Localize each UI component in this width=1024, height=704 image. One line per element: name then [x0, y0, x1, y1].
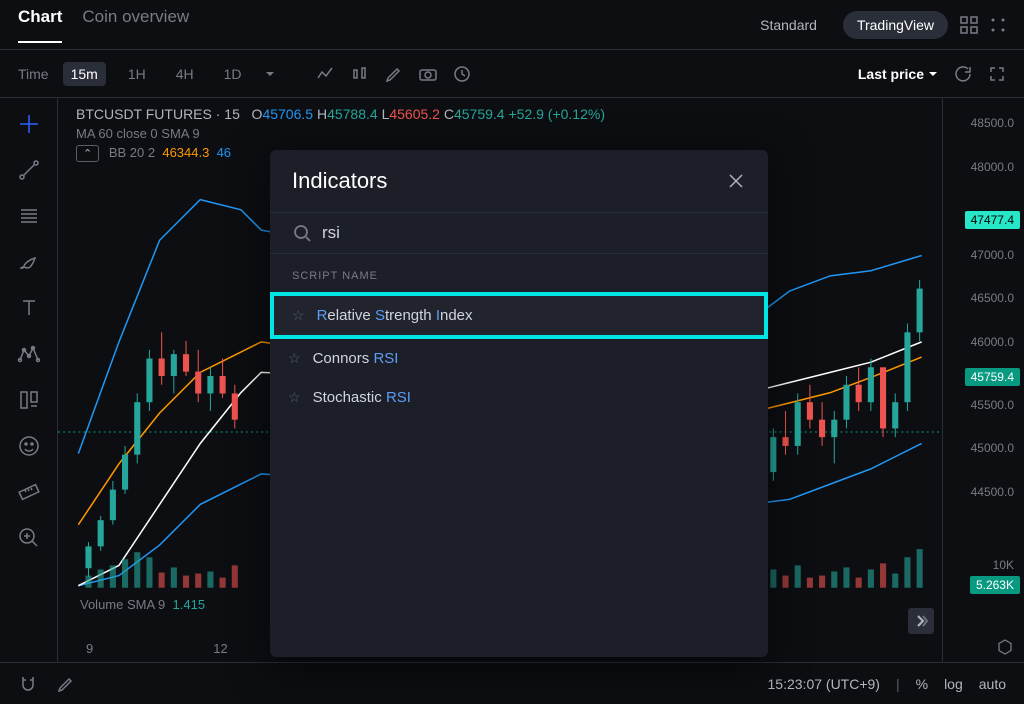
- price-tick: 45500.0: [971, 398, 1014, 412]
- indicator-item-label: Stochastic RSI: [313, 389, 411, 406]
- edit-footer-icon[interactable]: [56, 674, 76, 694]
- close-icon[interactable]: [726, 171, 746, 191]
- volume-label: Volume SMA 9: [80, 597, 165, 612]
- section-label: SCRIPT NAME: [270, 254, 768, 292]
- search-input[interactable]: [322, 223, 746, 243]
- ohlc-high: 45788.4: [327, 106, 378, 122]
- indicator-ma-label: MA 60 close 0 SMA 9: [76, 126, 605, 141]
- ohlc-low: 45605.2: [389, 106, 440, 122]
- indicator-item-label: Relative Strength Index: [317, 307, 473, 324]
- more-dots-icon[interactable]: [990, 17, 1006, 33]
- indicators-modal: Indicators SCRIPT NAME ☆ Relative Strengt…: [270, 150, 768, 657]
- price-tick: 47000.0: [971, 248, 1014, 262]
- indicator-item-label: Connors RSI: [313, 350, 399, 367]
- price-tick: 45000.0: [971, 441, 1014, 455]
- chart-toolbar: Time 15m 1H 4H 1D Last price: [0, 50, 1024, 98]
- scale-log[interactable]: log: [944, 676, 963, 692]
- text-icon[interactable]: [15, 294, 43, 322]
- ruler-icon[interactable]: [15, 478, 43, 506]
- candle-settings-icon[interactable]: [350, 64, 370, 84]
- price-badge: 5.263K: [970, 576, 1020, 594]
- zoom-icon[interactable]: [15, 524, 43, 552]
- bb-value-2: 46: [217, 145, 231, 160]
- price-tick: 46000.0: [971, 335, 1014, 349]
- star-icon[interactable]: ☆: [288, 350, 301, 367]
- camera-icon[interactable]: [418, 64, 438, 84]
- magnet-icon[interactable]: [18, 674, 38, 694]
- star-icon[interactable]: ☆: [292, 307, 305, 324]
- last-price-button[interactable]: Last price: [858, 66, 938, 82]
- trend-line-icon[interactable]: [15, 156, 43, 184]
- x-label-1: 9: [86, 641, 93, 656]
- crosshair-icon[interactable]: [15, 110, 43, 138]
- price-axis[interactable]: 48500.0 48000.0 47000.0 46500.0 46000.0 45500…: [942, 98, 1024, 662]
- refresh-icon[interactable]: [954, 65, 972, 83]
- modal-title: Indicators: [292, 168, 387, 194]
- scale-percent[interactable]: %: [916, 676, 928, 692]
- tab-chart[interactable]: Chart: [18, 7, 62, 43]
- indicator-item[interactable]: ☆ Stochastic RSI: [270, 378, 768, 417]
- view-tradingview[interactable]: TradingView: [843, 11, 948, 39]
- view-standard[interactable]: Standard: [746, 11, 831, 39]
- timeframe-15m[interactable]: 15m: [63, 62, 106, 86]
- drawing-sidebar: [0, 98, 58, 662]
- price-tick: 48500.0: [971, 116, 1014, 130]
- indicator-item[interactable]: ☆ Relative Strength Index: [270, 292, 768, 339]
- price-badge: 45759.4: [965, 368, 1020, 386]
- volume-value: 1.415: [173, 597, 206, 612]
- draw-icon[interactable]: [384, 64, 404, 84]
- time-label: Time: [18, 66, 49, 82]
- fib-lines-icon[interactable]: [15, 202, 43, 230]
- indicator-item[interactable]: ☆ Connors RSI: [270, 339, 768, 378]
- indicators-icon[interactable]: [316, 64, 336, 84]
- emoji-icon[interactable]: [15, 432, 43, 460]
- clock-icon[interactable]: [452, 64, 472, 84]
- timeframe-1d[interactable]: 1D: [216, 62, 250, 86]
- pattern-icon[interactable]: [15, 340, 43, 368]
- brush-icon[interactable]: [15, 248, 43, 276]
- ohlc-open: 45706.5: [262, 106, 313, 122]
- layout-grid-icon[interactable]: [960, 16, 978, 34]
- scroll-right-button[interactable]: [908, 608, 934, 634]
- top-bar: Chart Coin overview Standard TradingView: [0, 0, 1024, 50]
- star-icon[interactable]: ☆: [288, 389, 301, 406]
- timeframe-4h[interactable]: 4H: [168, 62, 202, 86]
- forecast-icon[interactable]: [15, 386, 43, 414]
- footer-time: 15:23:07 (UTC+9): [768, 676, 880, 692]
- timeframe-1h[interactable]: 1H: [120, 62, 154, 86]
- search-icon: [292, 223, 312, 243]
- symbol-title: BTCUSDT FUTURES · 15: [76, 106, 240, 122]
- ohlc-change: +52.9 (+0.12%): [508, 106, 605, 122]
- scale-auto[interactable]: auto: [979, 676, 1006, 692]
- fullscreen-icon[interactable]: [988, 65, 1006, 83]
- footer-bar: 15:23:07 (UTC+9) | % log auto: [0, 662, 1024, 704]
- modal-search-row: [270, 212, 768, 254]
- price-tick: 10K: [993, 558, 1014, 572]
- price-tick: 44500.0: [971, 485, 1014, 499]
- x-label-2: 12: [213, 641, 227, 656]
- tab-coin-overview[interactable]: Coin overview: [82, 7, 189, 43]
- collapse-indicators-icon[interactable]: ⌃: [76, 145, 99, 162]
- price-badge: 47477.4: [965, 211, 1020, 229]
- indicator-bb-label: BB 20 2: [109, 145, 155, 160]
- price-tick: 46500.0: [971, 291, 1014, 305]
- chevron-down-icon[interactable]: [264, 68, 276, 80]
- bb-value-1: 46344.3: [162, 145, 209, 160]
- ohlc-close: 45759.4: [454, 106, 505, 122]
- axis-settings-icon[interactable]: [996, 638, 1014, 656]
- price-tick: 48000.0: [971, 160, 1014, 174]
